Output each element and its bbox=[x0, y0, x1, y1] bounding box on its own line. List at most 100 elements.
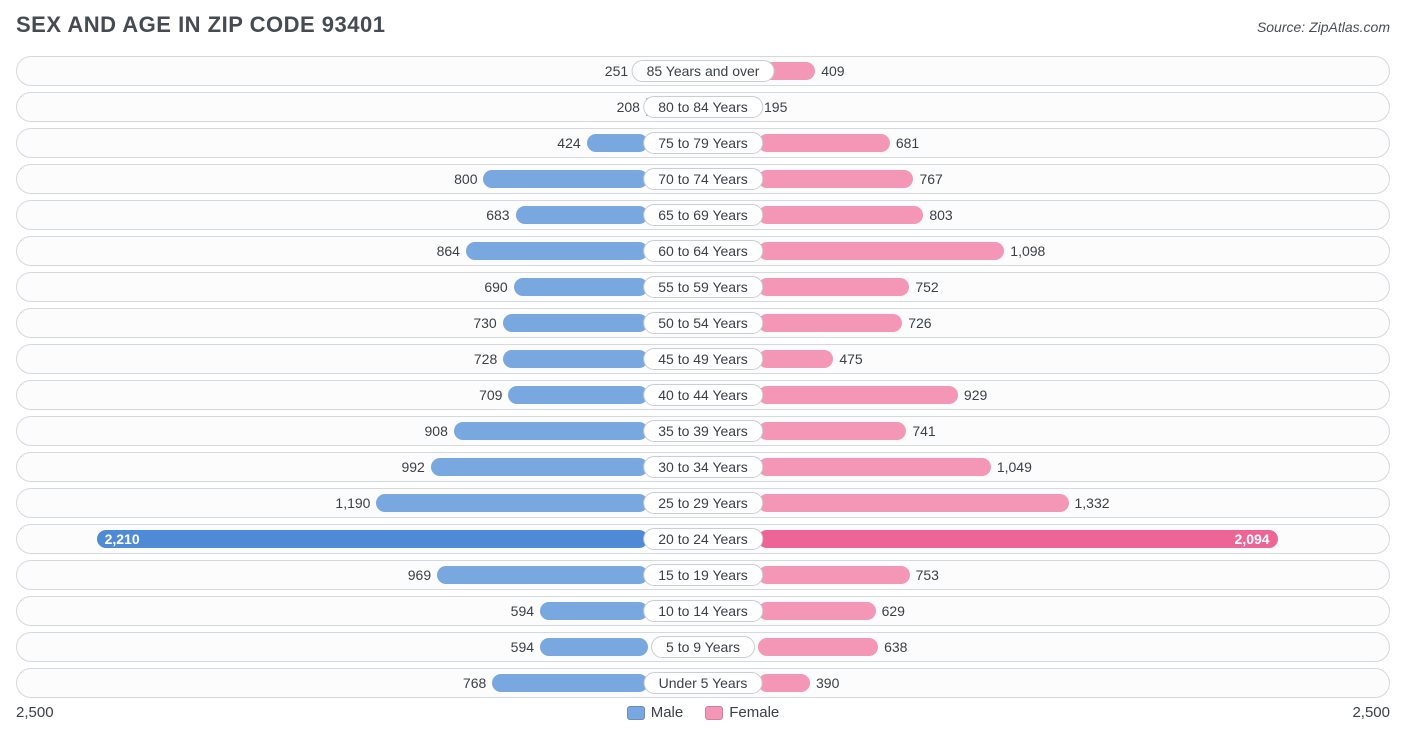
legend: MaleFemale bbox=[627, 704, 780, 721]
female-value: 475 bbox=[839, 351, 862, 367]
male-bar: 1,190 bbox=[376, 494, 648, 512]
legend-swatch bbox=[705, 706, 723, 720]
male-value: 2,210 bbox=[105, 531, 140, 547]
population-pyramid: 25140985 Years and over20819580 to 84 Ye… bbox=[16, 56, 1390, 698]
male-bar: 908 bbox=[454, 422, 648, 440]
female-value: 2,094 bbox=[1235, 531, 1270, 547]
male-bar: 800 bbox=[483, 170, 648, 188]
female-bar: 390 bbox=[758, 674, 810, 692]
male-value: 730 bbox=[473, 315, 496, 331]
male-value: 969 bbox=[408, 567, 431, 583]
female-value: 638 bbox=[884, 639, 907, 655]
female-value: 681 bbox=[896, 135, 919, 151]
female-value: 409 bbox=[821, 63, 844, 79]
male-value: 864 bbox=[437, 243, 460, 259]
male-value: 594 bbox=[511, 603, 534, 619]
female-value: 929 bbox=[964, 387, 987, 403]
female-value: 752 bbox=[915, 279, 938, 295]
age-label: 70 to 74 Years bbox=[643, 168, 763, 190]
female-bar: 753 bbox=[758, 566, 910, 584]
female-value: 195 bbox=[764, 99, 787, 115]
female-bar: 1,049 bbox=[758, 458, 991, 476]
female-value: 1,049 bbox=[997, 459, 1032, 475]
female-bar: 803 bbox=[758, 206, 923, 224]
female-value: 741 bbox=[912, 423, 935, 439]
pyramid-row: 72847545 to 49 Years bbox=[16, 344, 1390, 374]
male-value: 709 bbox=[479, 387, 502, 403]
female-bar: 2,094 bbox=[758, 530, 1278, 548]
age-label: 50 to 54 Years bbox=[643, 312, 763, 334]
age-label: 60 to 64 Years bbox=[643, 240, 763, 262]
female-bar: 726 bbox=[758, 314, 902, 332]
age-label: 65 to 69 Years bbox=[643, 204, 763, 226]
female-value: 803 bbox=[929, 207, 952, 223]
pyramid-row: 42468175 to 79 Years bbox=[16, 128, 1390, 158]
female-bar: 752 bbox=[758, 278, 909, 296]
pyramid-row: 5946385 to 9 Years bbox=[16, 632, 1390, 662]
female-value: 629 bbox=[882, 603, 905, 619]
male-value: 728 bbox=[474, 351, 497, 367]
pyramid-row: 70992940 to 44 Years bbox=[16, 380, 1390, 410]
male-bar: 709 bbox=[508, 386, 648, 404]
male-bar: 728 bbox=[503, 350, 648, 368]
male-value: 683 bbox=[486, 207, 509, 223]
male-value: 208 bbox=[617, 99, 640, 115]
pyramid-row: 59462910 to 14 Years bbox=[16, 596, 1390, 626]
age-label: 75 to 79 Years bbox=[643, 132, 763, 154]
age-label: Under 5 Years bbox=[644, 672, 763, 694]
female-bar: 741 bbox=[758, 422, 906, 440]
female-bar: 638 bbox=[758, 638, 878, 656]
male-value: 594 bbox=[511, 639, 534, 655]
age-label: 5 to 9 Years bbox=[651, 636, 755, 658]
male-value: 690 bbox=[484, 279, 507, 295]
age-label: 40 to 44 Years bbox=[643, 384, 763, 406]
pyramid-row: 80076770 to 74 Years bbox=[16, 164, 1390, 194]
pyramid-row: 69075255 to 59 Years bbox=[16, 272, 1390, 302]
legend-label: Male bbox=[651, 704, 684, 721]
age-label: 20 to 24 Years bbox=[643, 528, 763, 550]
legend-swatch bbox=[627, 706, 645, 720]
female-value: 390 bbox=[816, 675, 839, 691]
chart-source: Source: ZipAtlas.com bbox=[1257, 19, 1390, 35]
male-value: 800 bbox=[454, 171, 477, 187]
female-bar: 929 bbox=[758, 386, 958, 404]
male-bar: 683 bbox=[516, 206, 648, 224]
female-bar: 1,098 bbox=[758, 242, 1004, 260]
pyramid-row: 25140985 Years and over bbox=[16, 56, 1390, 86]
male-bar: 864 bbox=[466, 242, 648, 260]
pyramid-row: 1,1901,33225 to 29 Years bbox=[16, 488, 1390, 518]
chart-footer: 2,500 MaleFemale 2,500 bbox=[16, 704, 1390, 721]
pyramid-row: 68380365 to 69 Years bbox=[16, 200, 1390, 230]
pyramid-row: 96975315 to 19 Years bbox=[16, 560, 1390, 590]
female-bar: 475 bbox=[758, 350, 833, 368]
male-bar: 594 bbox=[540, 602, 648, 620]
axis-label-left: 2,500 bbox=[16, 704, 54, 721]
male-bar: 690 bbox=[514, 278, 648, 296]
legend-item: Male bbox=[627, 704, 684, 721]
pyramid-row: 2,210 2,094 20 to 24 Years bbox=[16, 524, 1390, 554]
male-value: 251 bbox=[605, 63, 628, 79]
female-bar: 629 bbox=[758, 602, 876, 620]
female-value: 1,098 bbox=[1010, 243, 1045, 259]
female-bar: 1,332 bbox=[758, 494, 1069, 512]
male-value: 1,190 bbox=[335, 495, 370, 511]
pyramid-row: 768390Under 5 Years bbox=[16, 668, 1390, 698]
male-bar: 594 bbox=[540, 638, 648, 656]
male-bar: 969 bbox=[437, 566, 648, 584]
female-value: 726 bbox=[908, 315, 931, 331]
male-value: 424 bbox=[557, 135, 580, 151]
chart-header: SEX AND AGE IN ZIP CODE 93401 Source: Zi… bbox=[16, 12, 1390, 38]
male-bar: 424 bbox=[587, 134, 648, 152]
age-label: 80 to 84 Years bbox=[643, 96, 763, 118]
pyramid-row: 90874135 to 39 Years bbox=[16, 416, 1390, 446]
pyramid-row: 9921,04930 to 34 Years bbox=[16, 452, 1390, 482]
female-bar: 681 bbox=[758, 134, 890, 152]
age-label: 30 to 34 Years bbox=[643, 456, 763, 478]
male-bar: 768 bbox=[492, 674, 648, 692]
male-value: 768 bbox=[463, 675, 486, 691]
male-value: 908 bbox=[425, 423, 448, 439]
female-value: 753 bbox=[916, 567, 939, 583]
age-label: 10 to 14 Years bbox=[643, 600, 763, 622]
age-label: 55 to 59 Years bbox=[643, 276, 763, 298]
pyramid-row: 8641,09860 to 64 Years bbox=[16, 236, 1390, 266]
